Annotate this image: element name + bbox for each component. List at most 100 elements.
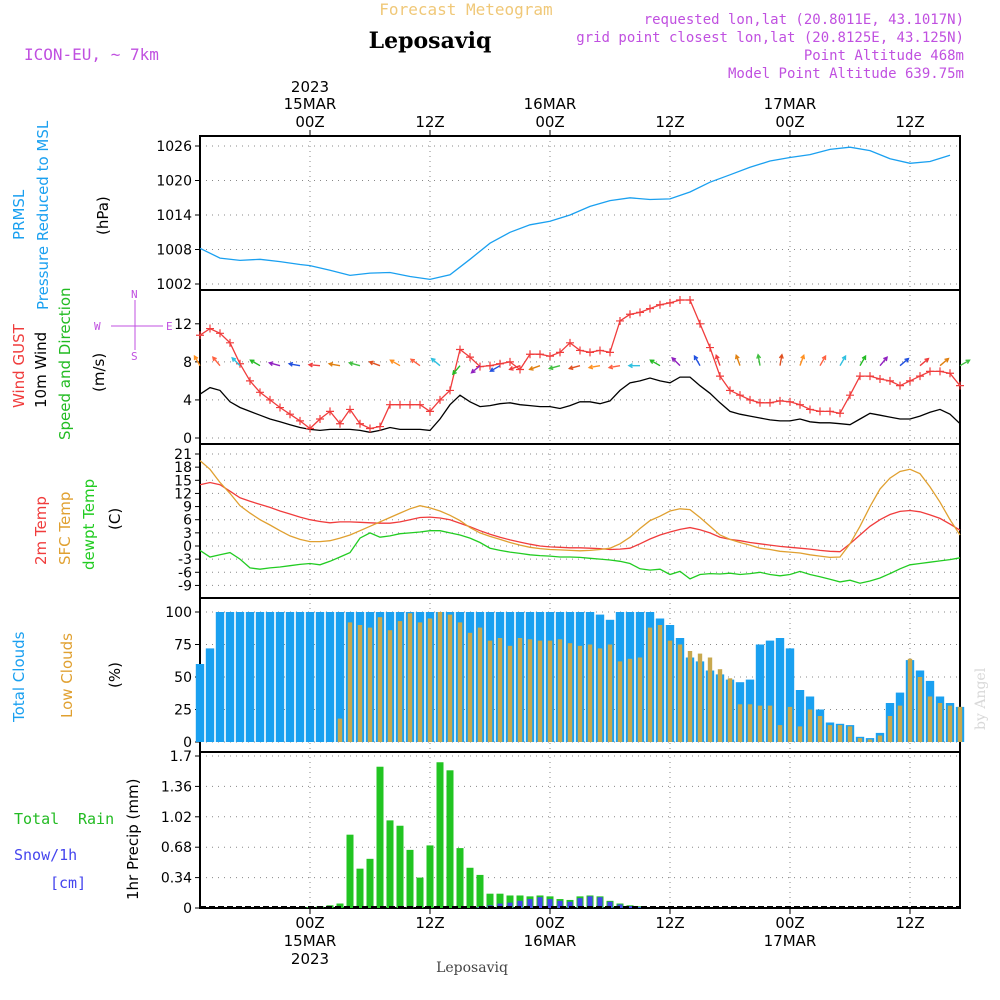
total-cloud-bar [795, 690, 805, 742]
low-cloud-bar [377, 617, 383, 742]
snow-unit: [cm] [50, 874, 86, 892]
arrow-shaft [779, 354, 783, 366]
ytick-label: 1020 [156, 174, 192, 190]
wind-direction-arrow [567, 364, 581, 371]
arrow-head [821, 354, 827, 361]
low-cloud-bar [407, 613, 413, 742]
credit: by Angel [973, 667, 989, 730]
total-label: Total [14, 810, 59, 828]
rain-bar [406, 849, 414, 908]
snow-bar [597, 897, 603, 908]
low-cloud-bar [717, 669, 723, 742]
low-cloud-bar [737, 704, 743, 742]
snow-bar [527, 899, 533, 908]
gust-marker [826, 407, 834, 416]
snow-label: Snow/1h [14, 846, 77, 864]
ytick-label: 15 [174, 473, 192, 489]
requested-coords: requested lon,lat (20.8011E, 43.1017N) [644, 12, 964, 28]
total-cloud-bar [265, 612, 275, 742]
gust-marker [836, 409, 844, 418]
gust-marker [916, 372, 924, 381]
low-cloud-bar [817, 716, 823, 742]
wind-direction-arrow [714, 353, 721, 366]
gust-marker [286, 410, 294, 419]
wind-direction-arrow [919, 357, 930, 367]
ytick-label: 6 [183, 513, 192, 529]
total-cloud-bar [765, 640, 775, 742]
gust-marker [906, 376, 914, 385]
total-cloud-bar [335, 612, 345, 742]
t2m-label: 2m Temp [32, 496, 50, 565]
wind-direction-arrow [627, 363, 640, 369]
gust-marker [746, 395, 754, 404]
low-cloud-bar [797, 726, 803, 742]
arrow-head [756, 353, 762, 359]
low-cloud-bar [567, 643, 573, 742]
xtick-top-label: 17MAR [764, 95, 817, 113]
ytick-label: 1014 [156, 208, 192, 224]
cloud-labels: Total Clouds Low Clouds (%) [10, 631, 124, 723]
gust-marker [536, 350, 544, 359]
arrow-head [567, 365, 574, 371]
ytick-label: 1.7 [170, 749, 192, 765]
wind-direction-arrow [287, 361, 301, 367]
arrow-shaft [799, 355, 805, 366]
ytick-label: 9 [183, 500, 192, 516]
cloud-unit: (%) [106, 662, 124, 688]
wind-direction-arrow [430, 357, 441, 367]
low-cloud-bar [897, 705, 903, 742]
wind-direction-arrow [819, 354, 827, 367]
low-cloud-bar [647, 627, 653, 742]
low-cloud-bar [747, 704, 753, 742]
xtick-bottom-label: 00Z [775, 914, 804, 932]
compass-north: N [131, 288, 138, 301]
low-cloud-bar [447, 614, 453, 742]
gust-marker [556, 348, 564, 357]
gust-marker [656, 300, 664, 309]
wind-direction-arrow [939, 357, 950, 367]
arrow-head [451, 370, 457, 376]
gust-marker [666, 298, 674, 307]
arrow-shaft [819, 355, 827, 367]
rain-bar [506, 895, 514, 908]
total-cloud-bar [235, 612, 245, 742]
wind-direction-arrow [734, 353, 741, 366]
arrow-shaft [431, 358, 441, 367]
arrow-head [778, 353, 784, 359]
arrow-head [944, 357, 950, 363]
ytick-label: 0 [183, 735, 192, 751]
wind-direction-arrow [607, 364, 621, 370]
wind-direction-arrow [193, 354, 201, 367]
rain-bar [336, 903, 344, 908]
rain-bar [426, 845, 434, 908]
wind-direction-arrow [368, 360, 381, 367]
wind-direction-arrow [547, 364, 561, 371]
arrow-shaft [549, 364, 561, 370]
arrow-shaft [589, 364, 601, 369]
snow-bar [627, 906, 633, 908]
gust-marker [276, 403, 284, 412]
ytick-label: 0 [183, 539, 192, 555]
snow-bar [577, 898, 583, 908]
rain-label: Rain [78, 810, 114, 828]
wind-direction-arrow [899, 357, 910, 367]
arrow-head [249, 359, 255, 364]
wind-direction-arrow [839, 354, 847, 367]
wind-direction-arrow [489, 365, 501, 372]
arrow-head [307, 362, 313, 368]
low-cloud-bar [807, 709, 813, 742]
gust-marker [566, 338, 574, 347]
pressure-label-1: PRMSL [10, 189, 28, 240]
low-cloud-bar [877, 735, 883, 742]
total-cloud-bar [225, 612, 235, 742]
arrow-shaft [231, 357, 241, 367]
arrow-head [587, 364, 594, 370]
arrow-head [267, 361, 274, 367]
arrow-head [409, 358, 416, 364]
gust-marker [346, 405, 354, 414]
arrow-head [734, 353, 740, 360]
low-cloud-bar [367, 627, 373, 742]
arrow-shaft [671, 357, 681, 367]
gust-marker [736, 391, 744, 400]
location-title: Leposaviq [369, 28, 492, 54]
